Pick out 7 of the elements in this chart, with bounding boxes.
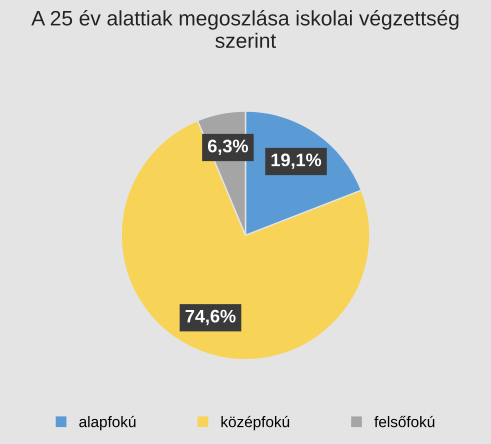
data-label: 19,1%	[272, 154, 322, 169]
data-label: 74,6%	[186, 310, 236, 326]
data-label: 6,3%	[208, 140, 248, 156]
legend-label: alapfokú	[79, 416, 136, 430]
legend-label: felsőfokú	[374, 416, 434, 428]
chart-title: A 25 év alattiak megoszlása iskolai végzettség szerint	[31, 10, 458, 48]
legend-label: középfokú	[221, 416, 290, 430]
